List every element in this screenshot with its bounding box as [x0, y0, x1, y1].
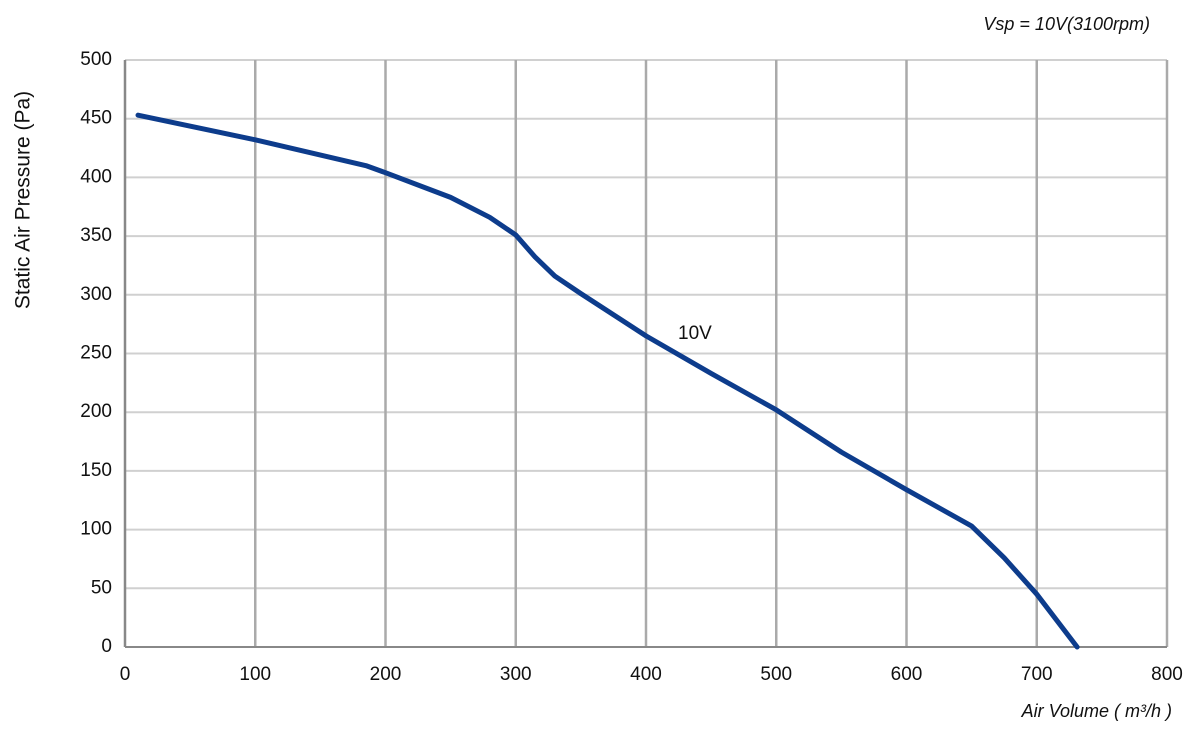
- y-tick-label: 450: [80, 108, 112, 129]
- x-tick-label: 700: [1021, 664, 1053, 685]
- y-tick-label: 200: [80, 401, 112, 422]
- y-tick-label: 300: [80, 284, 112, 305]
- y-tick-label: 250: [80, 343, 112, 364]
- y-tick-label: 50: [91, 577, 112, 598]
- x-tick-label: 600: [891, 664, 923, 685]
- chart-title: Vsp = 10V(3100rpm): [983, 14, 1150, 34]
- x-tick-label: 200: [370, 664, 402, 685]
- y-tick-label: 150: [80, 460, 112, 481]
- series-label: 10V: [678, 323, 712, 344]
- x-tick-label: 800: [1151, 664, 1183, 685]
- y-axis-label: Static Air Pressure (Pa): [12, 91, 35, 309]
- y-tick-label: 500: [80, 49, 112, 70]
- y-tick-label: 400: [80, 166, 112, 187]
- y-tick-label: 350: [80, 225, 112, 246]
- x-tick-label: 100: [239, 664, 271, 685]
- y-tick-label: 100: [80, 519, 112, 540]
- x-tick-label: 500: [760, 664, 792, 685]
- x-tick-label: 300: [500, 664, 532, 685]
- x-tick-label: 400: [630, 664, 662, 685]
- x-tick-label: 0: [120, 664, 131, 685]
- data-line: [135, 112, 1080, 650]
- y-tick-label: 0: [101, 636, 112, 657]
- x-axis-label: Air Volume ( m³/h ): [1021, 701, 1172, 721]
